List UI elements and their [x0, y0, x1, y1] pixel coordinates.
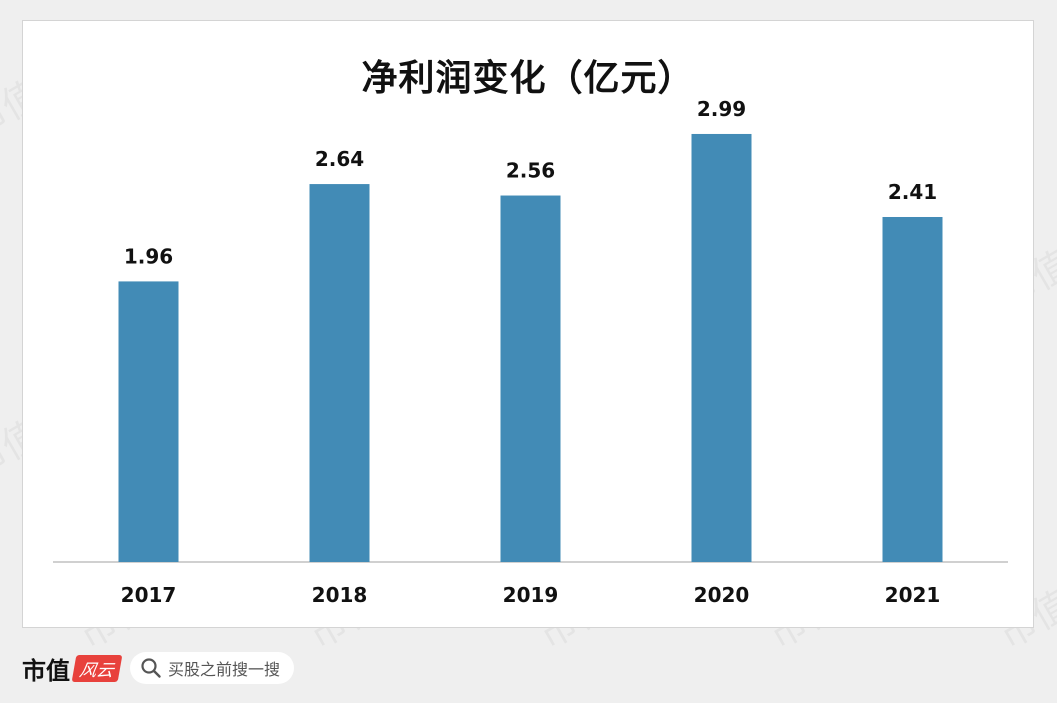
bar-2018 [309, 184, 370, 563]
data-label-2020: 2.99 [697, 97, 746, 121]
x-tick-label-2017: 2017 [121, 583, 177, 607]
x-tick-label-2018: 2018 [312, 583, 368, 607]
chart-card: 净利润变化（亿元） 1.96 2017 2.64 2018 2.56 2019 2.99 20… [22, 20, 1034, 628]
footer-bar: 市值 风云 买股之前搜一搜 [22, 648, 295, 688]
brand-logo: 风云 [71, 654, 123, 682]
bar-chart: 1.96 2017 2.64 2018 2.56 2019 2.99 2020 2.41 2021 [53, 97, 1008, 607]
data-label-2019: 2.56 [506, 159, 555, 183]
chart-title: 净利润变化（亿元） [361, 58, 695, 99]
bar-2020 [691, 133, 752, 562]
data-label-2021: 2.41 [888, 180, 937, 204]
bar-2019 [500, 195, 561, 562]
search-icon [141, 658, 161, 678]
data-label-2018: 2.64 [315, 147, 364, 171]
bar-2021 [882, 216, 943, 563]
data-label-2017: 1.96 [124, 244, 173, 268]
x-tick-label-2020: 2020 [694, 583, 750, 607]
brand-name: 市值 [22, 655, 70, 685]
search-box[interactable]: 买股之前搜一搜 [130, 652, 295, 684]
x-tick-label-2021: 2021 [885, 583, 941, 607]
x-tick-label-2019: 2019 [503, 583, 559, 607]
bar-2017 [118, 281, 179, 562]
search-placeholder: 买股之前搜一搜 [168, 660, 281, 679]
